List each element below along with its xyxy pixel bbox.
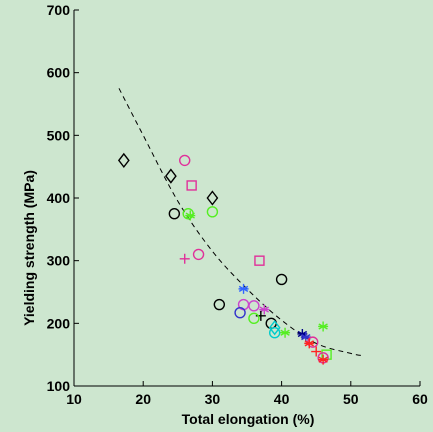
data-point-4 <box>206 190 219 206</box>
x-tick-label-4: 50 <box>343 391 359 407</box>
data-point-26 <box>300 332 311 343</box>
x-tick-label-2: 30 <box>205 391 221 407</box>
y-tick-label-1: 200 <box>47 315 71 331</box>
data-point-7 <box>185 210 196 221</box>
x-tick-label-1: 20 <box>135 391 151 407</box>
data-point-24 <box>280 327 291 338</box>
data-point-28 <box>304 338 315 349</box>
x-tick-label-5: 60 <box>412 391 428 407</box>
data-point-2 <box>179 154 191 167</box>
y-axis-label: Yielding strength (MPa) <box>21 170 37 326</box>
data-point-20 <box>248 312 260 325</box>
data-point-14 <box>213 298 226 311</box>
x-tick-label-0: 10 <box>66 391 82 407</box>
y-tick-label-6: 700 <box>47 2 71 18</box>
data-point-25 <box>297 328 308 339</box>
data-point-29 <box>318 321 329 332</box>
data-point-9 <box>192 248 205 261</box>
y-tick-label-0: 100 <box>47 378 71 394</box>
y-tick-label-4: 500 <box>47 127 71 143</box>
data-point-0 <box>117 152 130 169</box>
fit-curve <box>118 88 365 357</box>
data-point-12 <box>275 273 288 286</box>
y-tick-label-2: 300 <box>47 253 71 269</box>
x-axis-label: Total elongation (%) <box>182 411 315 427</box>
data-point-13 <box>238 283 249 294</box>
x-tick-label-3: 40 <box>274 391 290 407</box>
data-point-18 <box>259 304 270 315</box>
data-point-1 <box>164 168 177 184</box>
data-point-8 <box>206 206 219 218</box>
data-point-10 <box>179 253 190 264</box>
y-tick-label-3: 400 <box>47 190 71 206</box>
plot-area: 10 20 30 40 50 60 100 200 300 400 500 600 700 <box>47 2 428 407</box>
data-point-33 <box>318 354 329 365</box>
y-tick-label-5: 600 <box>47 65 71 81</box>
data-point-11 <box>254 255 265 266</box>
data-point-22 <box>268 320 281 336</box>
data-point-31 <box>311 346 322 357</box>
data-point-17 <box>234 306 246 319</box>
data-point-16 <box>248 300 260 312</box>
data-point-23 <box>268 327 281 339</box>
data-point-3 <box>186 180 197 191</box>
data-point-6 <box>168 207 181 220</box>
